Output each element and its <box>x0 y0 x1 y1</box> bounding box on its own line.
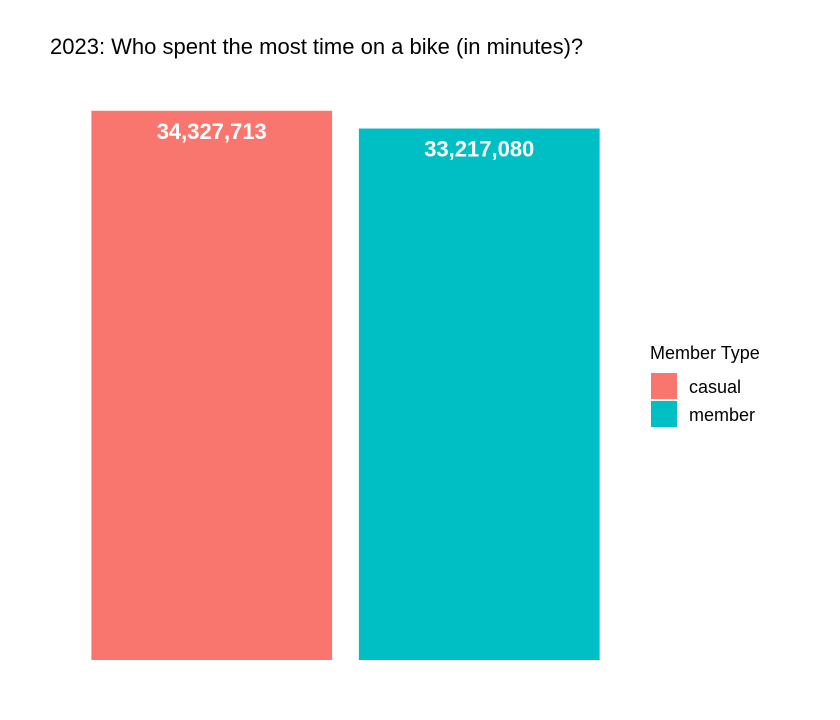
bar-member <box>358 128 600 660</box>
bar-value-label-member: 33,217,080 <box>424 137 534 162</box>
bars-group <box>91 110 600 660</box>
legend-swatch-member <box>651 401 677 427</box>
bar-value-label-casual: 34,327,713 <box>157 119 267 144</box>
legend-title: Member Type <box>650 343 760 363</box>
chart-title: 2023: Who spent the most time on a bike … <box>50 34 583 59</box>
legend-label-member: member <box>689 405 755 425</box>
legend-swatch-casual <box>651 373 677 399</box>
bar-labels-group: 34,327,713 33,217,080 <box>157 119 535 162</box>
legend: Member Type casual member <box>650 343 760 427</box>
bar-casual <box>91 110 333 660</box>
legend-label-casual: casual <box>689 377 741 397</box>
